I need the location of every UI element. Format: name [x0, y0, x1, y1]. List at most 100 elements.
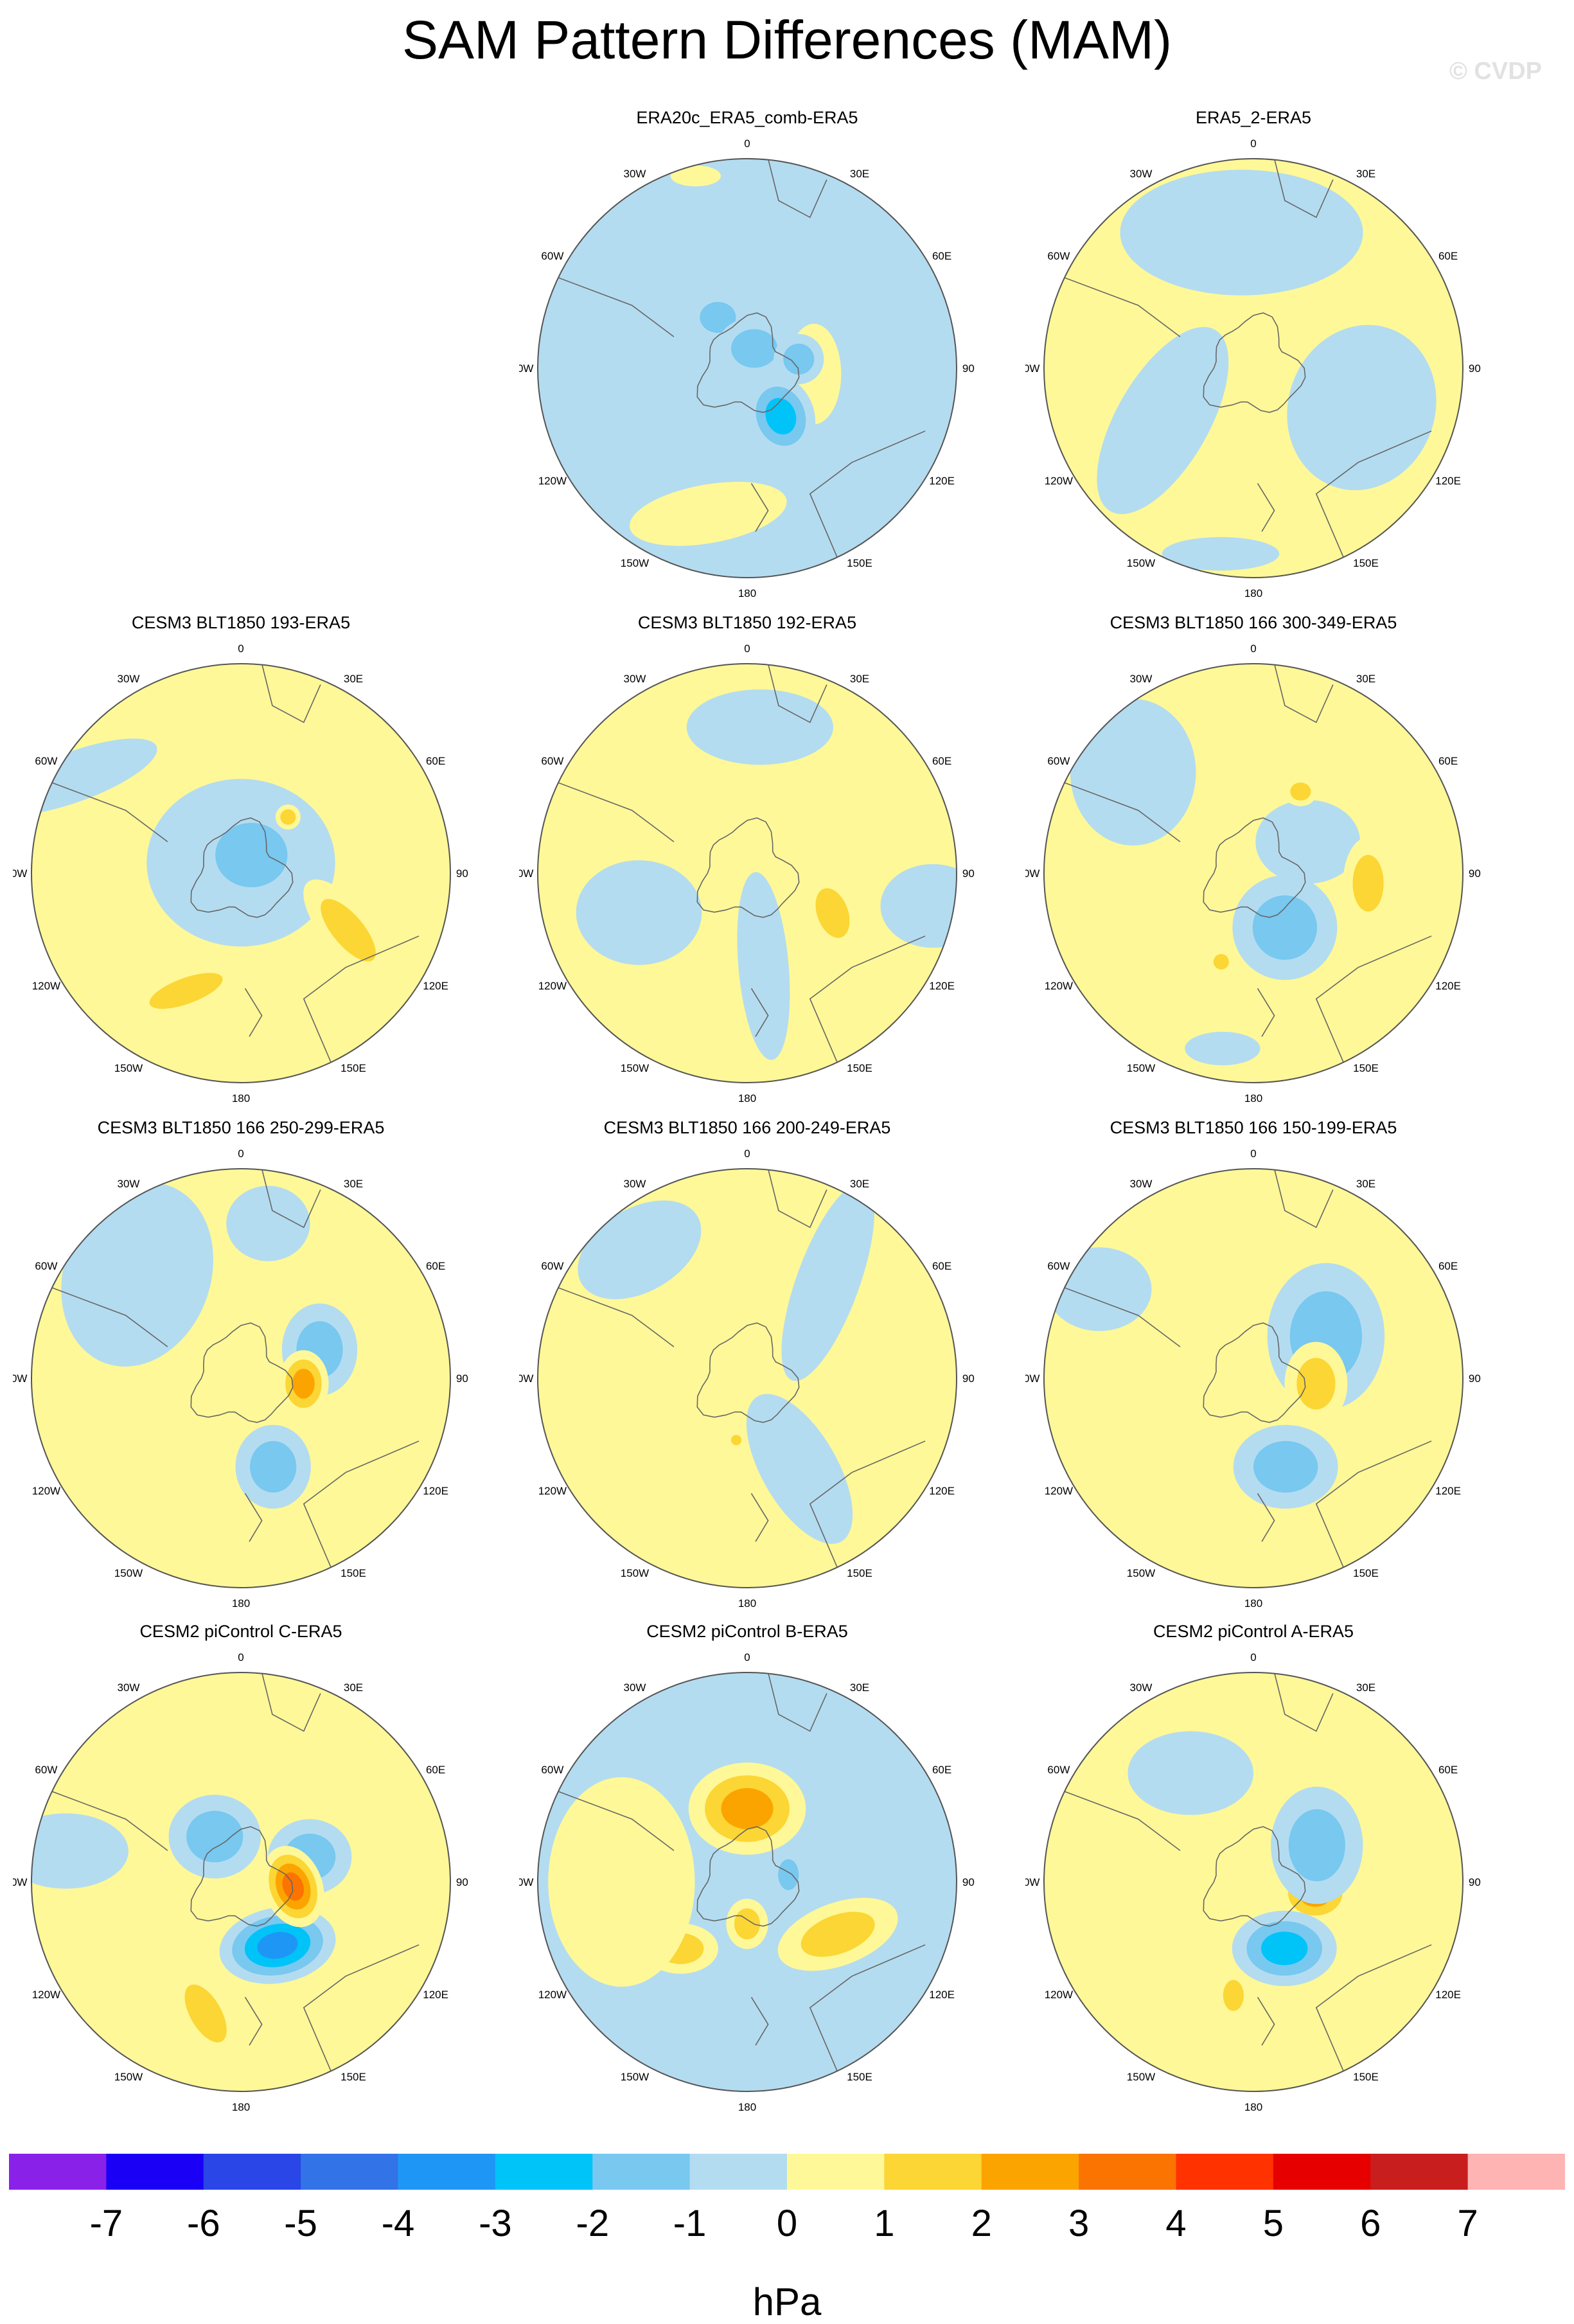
negative-anomaly-contour: [880, 864, 957, 948]
longitude-label: 150E: [1353, 1062, 1379, 1074]
negative-anomaly-contour: [765, 398, 797, 435]
longitude-label: 150W: [621, 1062, 649, 1074]
negative-anomaly-contour: [1070, 698, 1196, 846]
longitude-label: 120W: [32, 980, 60, 992]
positive-anomaly-contour: [670, 165, 721, 187]
south-america-coastline: [42, 1283, 168, 1347]
australia-coastline: [809, 1441, 926, 1578]
negative-anomaly-contour: [578, 1200, 702, 1300]
panel-title: CESM2 piControl C-ERA5: [139, 1622, 342, 1641]
longitude-label: 60W: [1047, 1260, 1070, 1272]
longitude-label: 150W: [621, 557, 649, 569]
south-america-coastline: [1054, 1283, 1181, 1347]
panel-title: ERA20c_ERA5_comb-ERA5: [636, 108, 858, 127]
colorbar-segment: [9, 2154, 107, 2190]
new-zealand-coastline: [1257, 988, 1275, 1037]
longitude-label: 180: [738, 1597, 756, 1610]
colorbar-segment: [1370, 2154, 1469, 2190]
longitude-label: 90E: [1469, 1876, 1481, 1888]
longitude-label: 30W: [1130, 168, 1153, 180]
longitude-label: 150E: [1353, 557, 1379, 569]
longitude-label: 120W: [538, 1485, 567, 1497]
longitude-label: 120E: [1435, 1989, 1461, 2001]
longitude-label: 60E: [426, 755, 445, 767]
longitude-label: 120E: [423, 1485, 448, 1497]
longitude-label: 30W: [118, 1681, 140, 1694]
longitude-label: 120W: [1045, 1485, 1073, 1497]
colorbar-tick-label: 7: [1457, 2203, 1478, 2244]
south-america-coastline: [42, 1787, 168, 1851]
colorbar-tick-label: -4: [382, 2203, 415, 2244]
panel-title: CESM3 BLT1850 192-ERA5: [637, 613, 857, 632]
australia-coastline: [1315, 430, 1432, 568]
longitude-label: 120E: [423, 1989, 448, 2001]
longitude-label: 30W: [118, 1178, 140, 1190]
longitude-label: 150E: [1353, 1567, 1379, 1579]
africa-coastline: [767, 1672, 827, 1732]
negative-anomaly-contour: [1185, 1031, 1260, 1065]
positive-anomaly-contour: [184, 1984, 227, 2043]
polar-map: 0 30E 60E 90E 120E 150E 180 150W 120W 90W 60W 30W: [1025, 137, 1481, 599]
longitude-label: 150W: [114, 1567, 143, 1579]
antarctica-coastline: [696, 1826, 800, 1927]
negative-anomaly-contour: [686, 689, 833, 765]
australia-coastline: [303, 936, 420, 1073]
colorbar-segment: [1467, 2154, 1565, 2190]
positive-anomaly-contour: [730, 1435, 742, 1446]
colorbar-tick-label: -7: [90, 2203, 123, 2244]
longitude-label: 90W: [1025, 867, 1039, 880]
cvdp-watermark: © CVDP: [1449, 58, 1542, 85]
colorbar-segment: [1176, 2154, 1274, 2190]
longitude-label: 150E: [847, 2071, 872, 2083]
longitude-label: 30E: [1356, 1178, 1375, 1190]
longitude-label: 30W: [118, 673, 140, 685]
longitude-label: 60W: [35, 1260, 57, 1272]
negative-anomaly-contour: [215, 822, 288, 887]
australia-coastline: [1315, 1944, 1432, 2082]
australia-coastline: [809, 430, 926, 568]
panel-title: CESM3 BLT1850 166 200-249-ERA5: [603, 1118, 891, 1137]
positive-anomaly-contour: [629, 481, 787, 546]
longitude-label: 150E: [847, 1567, 872, 1579]
negative-anomaly-contour: [1252, 895, 1318, 960]
longitude-label: 60W: [541, 755, 563, 767]
antarctica-coastline: [1203, 817, 1306, 918]
colorbar-segment: [106, 2154, 204, 2190]
longitude-label: 180: [232, 1092, 250, 1104]
africa-coastline: [767, 159, 827, 218]
positive-anomaly-contour: [149, 973, 223, 1009]
australia-coastline: [1315, 936, 1432, 1073]
longitude-label: 60E: [1438, 755, 1458, 767]
negative-anomaly-contour: [250, 1441, 297, 1493]
south-america-coastline: [42, 778, 168, 842]
longitude-label: 90E: [456, 867, 469, 880]
positive-anomaly-contour: [734, 1908, 761, 1940]
colorbar-tick-label: 4: [1165, 2203, 1186, 2244]
south-america-coastline: [1054, 273, 1181, 337]
longitude-label: 120E: [423, 980, 448, 992]
longitude-label: 150E: [340, 1062, 366, 1074]
australia-coastline: [1315, 1441, 1432, 1578]
negative-anomaly-contour: [1127, 1731, 1253, 1815]
positive-anomaly-contour: [1352, 855, 1384, 912]
colorbar-tick-label: 2: [971, 2203, 992, 2244]
panel-title: CESM3 BLT1850 166 250-299-ERA5: [97, 1118, 385, 1137]
longitude-label: 60W: [35, 1764, 57, 1776]
longitude-label: 90E: [962, 1876, 975, 1888]
positive-anomaly-contour: [548, 1777, 695, 1987]
africa-coastline: [1273, 1169, 1334, 1229]
longitude-label: 90W: [519, 1372, 533, 1385]
australia-coastline: [809, 1944, 926, 2082]
longitude-label: 60W: [1047, 250, 1070, 262]
longitude-label: 30E: [1356, 1681, 1375, 1694]
negative-anomaly-contour: [700, 301, 736, 333]
positive-anomaly-contour: [1213, 954, 1229, 970]
positive-anomaly-contour: [292, 1369, 315, 1399]
colorbar-tick-label: 1: [874, 2203, 894, 2244]
colorbar-unit-label: hPa: [752, 2280, 822, 2323]
colorbar-tick-label: -1: [673, 2203, 707, 2244]
map-panel: CESM3 BLT1850 166 150-199-ERA5 0 30E 60E 90E…: [1025, 1118, 1481, 1619]
longitude-label: 60W: [35, 755, 57, 767]
negative-anomaly-contour: [1288, 1809, 1345, 1882]
longitude-label: 120E: [1435, 980, 1461, 992]
